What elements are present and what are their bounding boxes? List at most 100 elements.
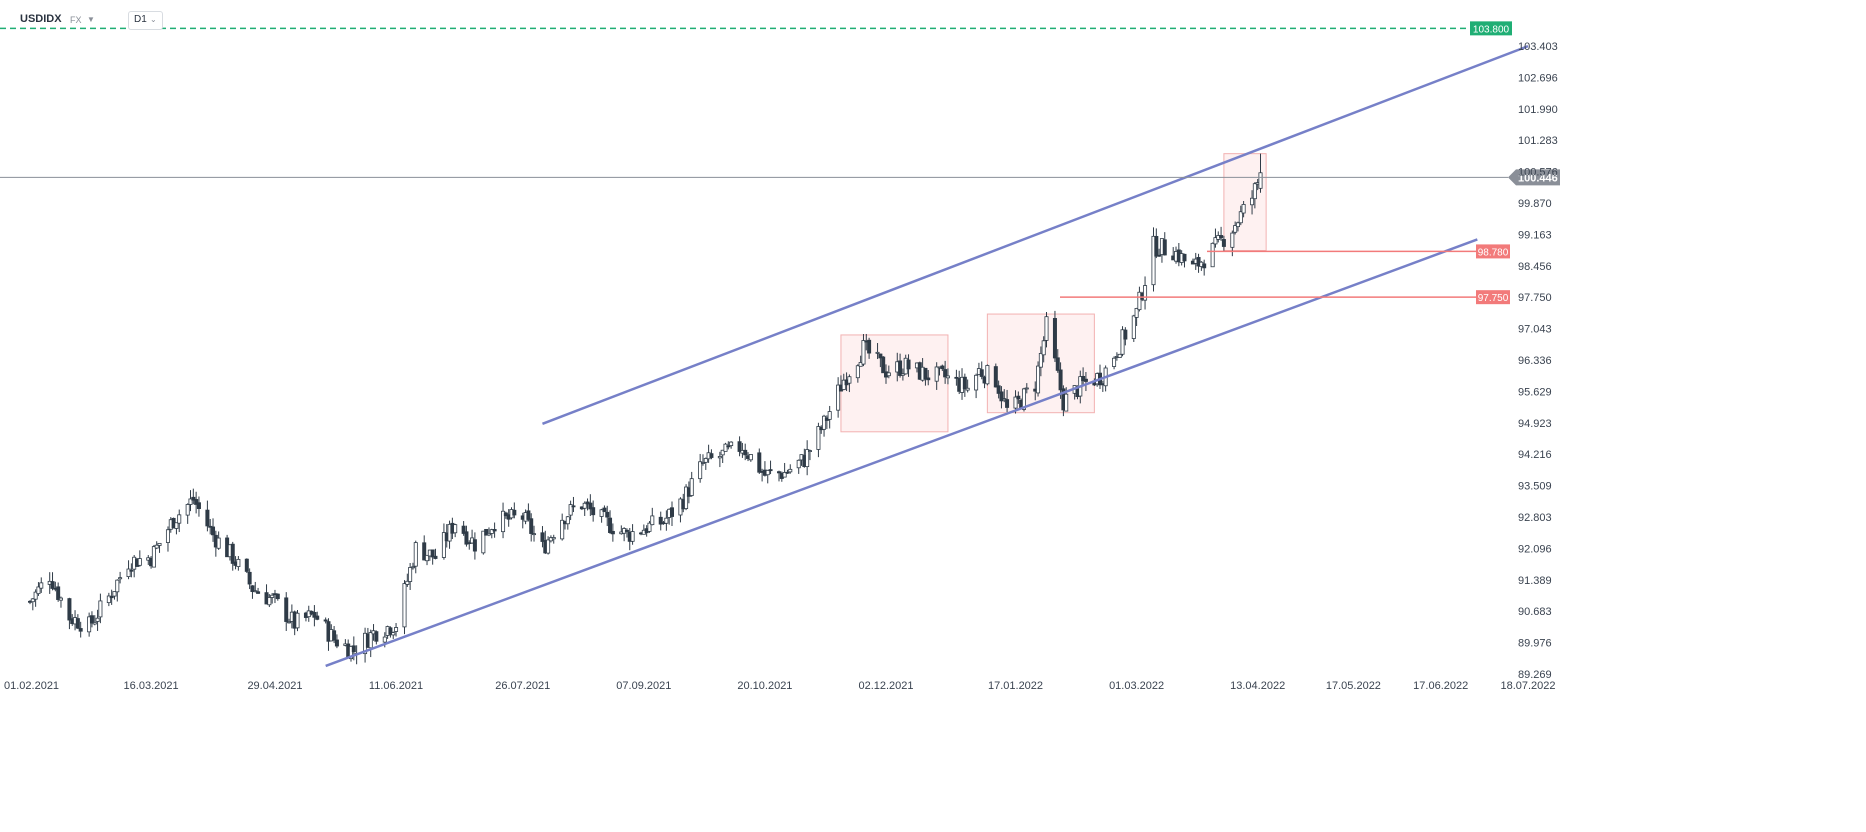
y-tick-label: 101.990 — [1518, 104, 1558, 116]
bear-candle — [284, 597, 289, 622]
bull-candle — [489, 529, 494, 534]
bull-candle — [827, 411, 832, 420]
bull-candle — [408, 567, 413, 582]
bear-candle — [230, 543, 235, 564]
bear-candle — [351, 645, 356, 653]
bear-candle — [1005, 399, 1010, 408]
bear-candle — [602, 507, 607, 512]
lower-channel-line — [325, 238, 1478, 668]
target-level-label: 103.800 — [1473, 24, 1510, 35]
bear-candle — [540, 532, 545, 542]
bear-candle — [996, 385, 1001, 394]
bear-candle — [472, 539, 477, 552]
bull-candle — [836, 384, 841, 411]
bull-candle — [700, 462, 705, 464]
bull-candle — [974, 374, 979, 391]
bear-candle — [881, 356, 886, 374]
y-tick-label: 94.923 — [1518, 418, 1552, 430]
bear-candle — [1055, 357, 1060, 371]
bear-candle — [256, 591, 261, 594]
x-tick-label: 13.04.2022 — [1230, 680, 1285, 692]
y-tick-label: 102.696 — [1518, 72, 1558, 84]
bull-candle — [1044, 316, 1049, 341]
chevron-down-icon[interactable]: ▼ — [87, 15, 95, 24]
bull-candle — [748, 454, 753, 461]
bear-candle — [1083, 378, 1088, 382]
bear-candle — [610, 530, 615, 535]
support-level-tag — [1476, 290, 1510, 305]
bear-candle — [275, 593, 280, 600]
bull-candle — [945, 375, 950, 379]
bull-candle — [30, 598, 35, 603]
bear-candle — [605, 511, 610, 518]
bear-candle — [737, 441, 742, 452]
bear-candle — [1016, 395, 1021, 400]
bull-candle — [368, 632, 373, 649]
bull-candle — [551, 537, 556, 540]
bear-candle — [250, 585, 255, 592]
bull-candle — [58, 597, 63, 601]
bull-candle — [1210, 242, 1215, 268]
bear-candle — [709, 453, 714, 458]
bull-candle — [855, 365, 860, 379]
current-price-label: 100.446 — [1518, 172, 1558, 184]
bear-candle — [768, 469, 773, 472]
bull-candle — [1143, 285, 1148, 301]
x-tick-label: 20.10.2021 — [737, 680, 792, 692]
bear-candle — [512, 509, 517, 516]
bull-candle — [532, 533, 537, 536]
x-tick-label: 01.03.2022 — [1109, 680, 1164, 692]
bear-candle — [56, 586, 61, 600]
bear-candle — [211, 526, 216, 536]
bull-candle — [92, 622, 97, 625]
bear-candle — [529, 518, 534, 534]
timeframe-selector[interactable]: D1 ⌄ — [128, 11, 163, 30]
symbol-label[interactable]: USDIDX — [20, 13, 62, 25]
y-tick-label: 96.336 — [1518, 355, 1552, 367]
bull-candle — [1002, 398, 1007, 401]
bull-candle — [965, 387, 970, 391]
bear-candle — [433, 555, 438, 559]
bull-candle — [729, 441, 734, 447]
bear-candle — [129, 569, 134, 572]
bull-candle — [698, 461, 703, 480]
consolidation-zone — [840, 334, 949, 433]
bull-candle — [1238, 211, 1243, 224]
bear-candle — [591, 507, 596, 516]
bull-candle — [486, 532, 491, 536]
bear-candle — [75, 618, 80, 629]
bull-candle — [900, 373, 905, 376]
x-tick-label: 17.06.2022 — [1413, 680, 1468, 692]
bull-candle — [253, 590, 258, 593]
bear-candle — [1221, 239, 1226, 247]
price-axis: 103.403 102.696 101.990 101.283 100.576 99.87… — [1518, 41, 1558, 681]
bull-candle — [886, 372, 891, 377]
bear-candle — [422, 542, 427, 561]
bull-candle — [157, 542, 162, 546]
y-tick-label: 92.096 — [1518, 543, 1552, 555]
x-tick-label: 26.07.2021 — [495, 680, 550, 692]
bull-candle — [1036, 365, 1041, 394]
bull-candle — [270, 594, 275, 598]
bull-candle — [647, 522, 652, 532]
bull-candle — [1131, 315, 1136, 339]
bear-candle — [334, 639, 339, 647]
bull-candle — [1013, 396, 1018, 409]
bull-candle — [934, 366, 939, 382]
y-tick-label: 91.389 — [1518, 575, 1552, 587]
bear-candle — [785, 471, 790, 474]
bear-candle — [323, 619, 328, 622]
bear-candle — [1196, 257, 1201, 267]
bear-candle — [374, 631, 379, 642]
bear-candle — [1182, 253, 1187, 262]
bull-candle — [402, 583, 407, 628]
bull-candle — [1064, 393, 1069, 412]
bear-candle — [923, 367, 928, 380]
y-tick-label: 89.976 — [1518, 638, 1552, 650]
bear-candle — [1058, 369, 1063, 391]
bull-candle — [165, 529, 170, 543]
bull-candle — [1241, 204, 1246, 214]
x-tick-label: 29.04.2021 — [247, 680, 302, 692]
bull-candle — [287, 621, 292, 624]
